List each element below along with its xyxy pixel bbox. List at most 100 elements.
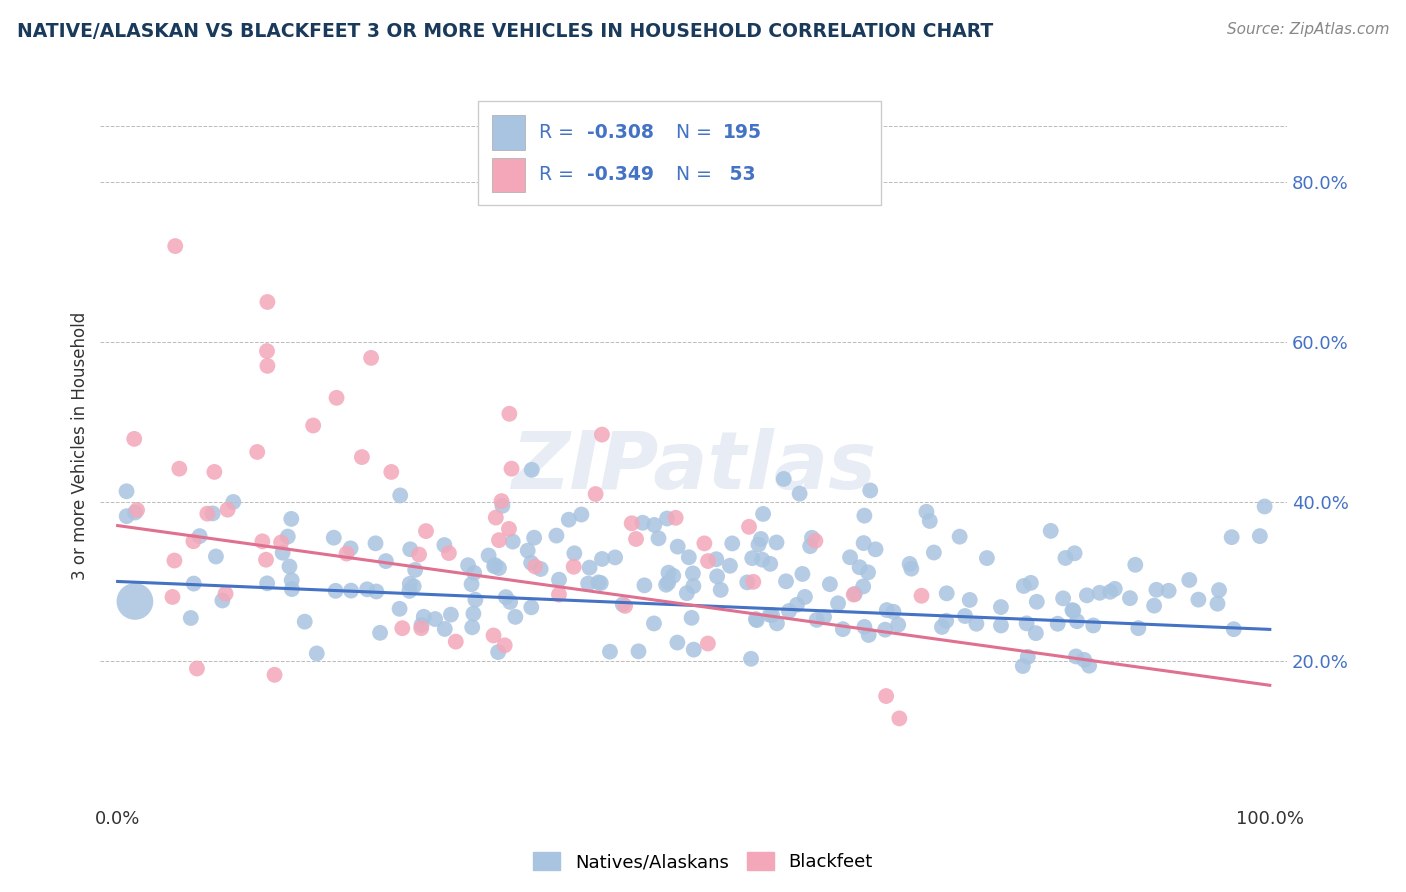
Point bbox=[491, 499, 513, 513]
Point bbox=[696, 636, 718, 650]
Point bbox=[793, 590, 815, 604]
Point bbox=[775, 574, 797, 589]
Point bbox=[457, 558, 479, 573]
Point bbox=[415, 524, 437, 538]
Point bbox=[411, 621, 433, 635]
Point bbox=[254, 552, 277, 566]
Point bbox=[752, 507, 775, 521]
Point bbox=[389, 488, 412, 502]
Point bbox=[858, 628, 880, 642]
Point bbox=[681, 611, 703, 625]
Point bbox=[643, 517, 665, 532]
Point bbox=[718, 558, 741, 573]
Point bbox=[186, 661, 208, 675]
Point bbox=[491, 494, 513, 508]
Point bbox=[411, 618, 433, 632]
Point bbox=[778, 604, 800, 618]
Point bbox=[256, 359, 278, 373]
Point bbox=[603, 550, 626, 565]
Point bbox=[360, 351, 382, 365]
Point bbox=[772, 472, 794, 486]
Point bbox=[578, 560, 600, 574]
Point bbox=[482, 559, 505, 574]
Point bbox=[520, 556, 543, 570]
Point bbox=[813, 610, 835, 624]
Point bbox=[437, 546, 460, 560]
Point bbox=[806, 613, 828, 627]
Point bbox=[501, 461, 523, 475]
Point bbox=[853, 508, 876, 523]
Point bbox=[682, 579, 704, 593]
Point bbox=[1187, 592, 1209, 607]
Point bbox=[1063, 546, 1085, 560]
Point bbox=[614, 599, 637, 613]
Point bbox=[433, 538, 456, 552]
Text: NATIVE/ALASKAN VS BLACKFEET 3 OR MORE VEHICLES IN HOUSEHOLD CORRELATION CHART: NATIVE/ALASKAN VS BLACKFEET 3 OR MORE VE… bbox=[17, 22, 993, 41]
Point bbox=[742, 574, 765, 589]
Point bbox=[859, 483, 882, 498]
Point bbox=[502, 534, 524, 549]
Point bbox=[741, 551, 763, 566]
Text: Source: ZipAtlas.com: Source: ZipAtlas.com bbox=[1226, 22, 1389, 37]
Point bbox=[280, 512, 302, 526]
Point bbox=[256, 576, 278, 591]
Point bbox=[498, 407, 520, 421]
Point bbox=[918, 514, 941, 528]
Point bbox=[898, 557, 921, 571]
Point bbox=[412, 609, 434, 624]
Point bbox=[339, 541, 361, 556]
Point bbox=[340, 583, 363, 598]
Point bbox=[523, 531, 546, 545]
Point bbox=[488, 533, 510, 548]
Point bbox=[374, 554, 396, 568]
Point bbox=[188, 529, 211, 543]
Point bbox=[263, 668, 285, 682]
Point bbox=[380, 465, 402, 479]
Point bbox=[853, 620, 876, 634]
Point bbox=[657, 566, 679, 580]
Point bbox=[488, 561, 510, 575]
Point bbox=[494, 638, 516, 652]
Point bbox=[163, 553, 186, 567]
Text: -0.308: -0.308 bbox=[586, 123, 654, 142]
Point bbox=[990, 618, 1012, 632]
Point bbox=[356, 582, 378, 597]
Point bbox=[368, 625, 391, 640]
Point bbox=[842, 588, 865, 602]
Point bbox=[252, 534, 274, 549]
Point bbox=[682, 566, 704, 581]
Point bbox=[1076, 588, 1098, 602]
Point bbox=[325, 583, 347, 598]
Point bbox=[562, 546, 585, 560]
Point bbox=[278, 559, 301, 574]
Point bbox=[495, 590, 517, 604]
Point bbox=[887, 617, 910, 632]
Point bbox=[408, 548, 430, 562]
Point bbox=[678, 550, 700, 565]
Point bbox=[831, 622, 853, 636]
Point bbox=[256, 344, 278, 359]
Point bbox=[1157, 583, 1180, 598]
Point bbox=[765, 535, 787, 549]
Point bbox=[1208, 583, 1230, 598]
Point bbox=[388, 602, 411, 616]
Point bbox=[464, 592, 486, 607]
Point bbox=[759, 557, 782, 571]
Point bbox=[627, 644, 650, 658]
Point bbox=[710, 582, 733, 597]
Point bbox=[631, 516, 654, 530]
Point bbox=[211, 593, 233, 607]
Point bbox=[666, 635, 689, 649]
Point bbox=[222, 495, 245, 509]
Point bbox=[759, 607, 782, 622]
Point bbox=[398, 577, 420, 591]
Point bbox=[444, 634, 467, 648]
Point bbox=[165, 239, 187, 253]
Point bbox=[693, 536, 716, 550]
Point bbox=[530, 562, 553, 576]
Point bbox=[676, 586, 699, 600]
Point bbox=[666, 540, 689, 554]
Point bbox=[1083, 618, 1105, 632]
Point bbox=[1012, 579, 1035, 593]
Point bbox=[482, 628, 505, 642]
